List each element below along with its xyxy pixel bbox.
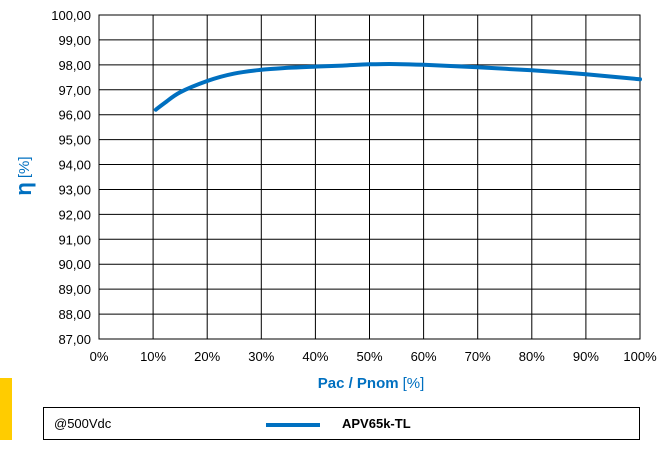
y-tick-label: 97,00: [58, 83, 91, 98]
y-tick-label: 88,00: [58, 307, 91, 322]
x-tick-label: 100%: [623, 349, 657, 364]
y-tick-label: 94,00: [58, 158, 91, 173]
x-tick-labels: 0% 10% 20% 30% 40% 50% 60% 70% 80% 90% 100%: [90, 349, 657, 364]
y-axis-unit: [%]: [16, 156, 33, 178]
legend: @500Vdc APV65k-TL: [43, 407, 640, 440]
y-axis-label: η [%]: [11, 156, 36, 195]
x-axis-unit: [%]: [403, 375, 425, 392]
y-tick-label: 89,00: [58, 282, 91, 297]
plot-frame: [98, 14, 641, 340]
y-tick-label: 96,00: [58, 108, 91, 123]
x-tick-label: 90%: [573, 349, 599, 364]
accent-bar: [0, 378, 12, 440]
x-tick-label: 30%: [248, 349, 274, 364]
x-tick-label: 20%: [194, 349, 220, 364]
y-axis-symbol: η: [11, 182, 36, 195]
y-tick-label: 93,00: [58, 182, 91, 197]
legend-series-name: APV65k-TL: [342, 416, 411, 431]
x-tick-label: 50%: [356, 349, 382, 364]
y-tick-label: 98,00: [58, 58, 91, 73]
y-tick-label: 99,00: [58, 33, 91, 48]
x-tick-label: 70%: [465, 349, 491, 364]
x-axis-main: Pac / Pnom: [318, 375, 399, 392]
y-tick-label: 91,00: [58, 232, 91, 247]
x-tick-label: 40%: [302, 349, 328, 364]
y-tick-label: 100,00: [51, 8, 91, 23]
y-tick-label: 90,00: [58, 257, 91, 272]
series-line-apv65k-tl: [153, 62, 642, 112]
x-axis-label: Pac / Pnom [%]: [318, 375, 425, 392]
y-tick-label: 92,00: [58, 207, 91, 222]
x-tick-label: 10%: [140, 349, 166, 364]
legend-condition: @500Vdc: [54, 416, 112, 431]
y-tick-label: 87,00: [58, 332, 91, 347]
y-tick-labels: 100,00 99,00 98,00 97,00 96,00 95,00 94,00 93,0…: [51, 8, 91, 347]
y-tick-label: 95,00: [58, 133, 91, 148]
legend-swatch-apv65k-tl: [266, 423, 320, 427]
x-tick-label: 60%: [411, 349, 437, 364]
x-tick-label: 0%: [90, 349, 109, 364]
x-tick-label: 80%: [519, 349, 545, 364]
